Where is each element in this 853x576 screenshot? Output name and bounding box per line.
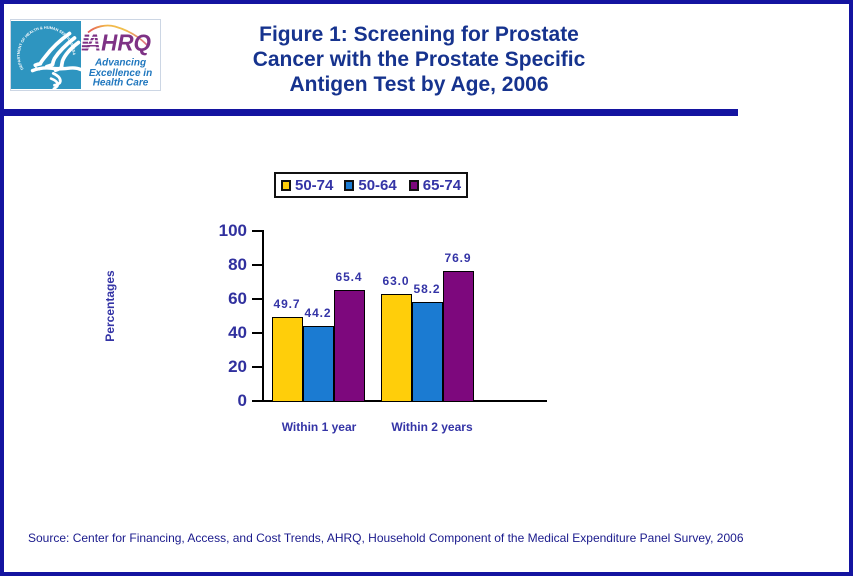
svg-text:AHRQ: AHRQ bbox=[84, 29, 151, 55]
svg-text:Advancing: Advancing bbox=[94, 58, 146, 69]
svg-text:Excellence in: Excellence in bbox=[89, 68, 152, 79]
svg-text:Health Care: Health Care bbox=[93, 77, 149, 88]
